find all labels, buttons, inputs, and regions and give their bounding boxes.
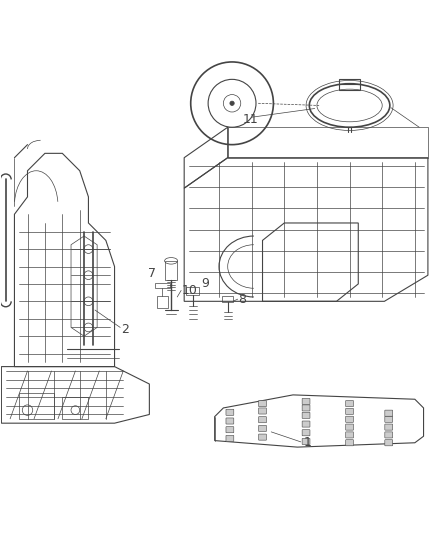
Bar [155,283,170,288]
FancyBboxPatch shape [302,421,310,427]
Bar [186,287,199,295]
FancyBboxPatch shape [226,426,234,433]
Bar [339,79,360,90]
Text: 11: 11 [243,113,259,126]
Text: 2: 2 [121,323,129,336]
FancyBboxPatch shape [226,409,234,415]
FancyBboxPatch shape [302,398,310,405]
FancyBboxPatch shape [346,432,353,438]
Bar [166,261,177,279]
Bar [222,296,233,302]
FancyBboxPatch shape [346,408,353,415]
FancyBboxPatch shape [302,439,310,445]
Text: 8: 8 [239,293,247,305]
Bar [157,296,168,308]
Text: 1: 1 [304,437,312,449]
FancyBboxPatch shape [346,424,353,430]
FancyBboxPatch shape [302,430,310,436]
Text: 9: 9 [201,277,209,290]
Bar [62,397,88,419]
FancyBboxPatch shape [385,416,392,422]
FancyBboxPatch shape [302,405,310,411]
FancyBboxPatch shape [226,435,234,441]
FancyBboxPatch shape [346,440,353,446]
Text: 7: 7 [148,266,155,279]
Bar [19,393,53,419]
FancyBboxPatch shape [385,440,392,446]
Circle shape [230,101,234,106]
FancyBboxPatch shape [346,400,353,407]
FancyBboxPatch shape [258,434,266,440]
FancyBboxPatch shape [385,432,392,438]
FancyBboxPatch shape [346,416,353,422]
FancyBboxPatch shape [258,408,266,414]
FancyBboxPatch shape [385,424,392,430]
FancyBboxPatch shape [302,413,310,418]
FancyBboxPatch shape [258,425,266,431]
FancyBboxPatch shape [258,400,266,407]
Text: 10: 10 [182,284,198,297]
FancyBboxPatch shape [258,417,266,423]
FancyBboxPatch shape [385,410,392,416]
FancyBboxPatch shape [226,418,234,424]
